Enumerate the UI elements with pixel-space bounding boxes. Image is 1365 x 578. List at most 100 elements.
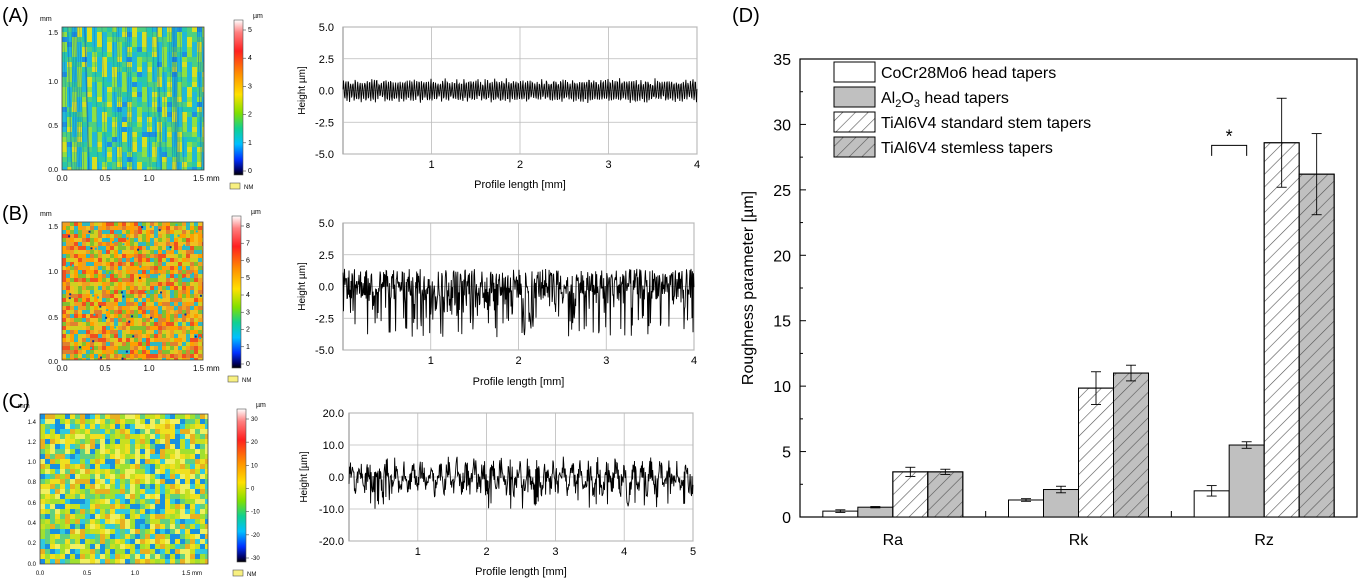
height-map-cell — [198, 350, 202, 354]
height-map-cell — [200, 509, 205, 514]
height-map-cell — [150, 306, 154, 310]
height-map-cell — [98, 294, 102, 298]
height-map-cell — [77, 117, 82, 122]
height-map-cell — [177, 117, 182, 122]
height-map-cell — [110, 459, 115, 464]
height-map-cell — [94, 238, 98, 242]
height-map-cell — [40, 539, 45, 544]
height-map-cell — [132, 77, 137, 82]
height-map-cell — [142, 122, 147, 127]
height-map-cell — [140, 429, 145, 434]
height-map-cell — [98, 234, 102, 238]
height-map-cell — [66, 278, 70, 282]
height-map-cell — [202, 278, 203, 282]
height-map-cell — [134, 238, 138, 242]
height-map-cell — [102, 250, 106, 254]
height-map-cell — [77, 147, 82, 152]
height-map-streak — [156, 27, 161, 170]
height-map-cell — [134, 326, 138, 330]
height-map-cell — [147, 52, 152, 57]
height-map-cell — [70, 484, 75, 489]
height-map-cell — [98, 346, 102, 350]
height-map-cell — [65, 519, 70, 524]
height-map-cell — [92, 112, 97, 117]
height-map-cell — [190, 544, 195, 549]
height-map-cell — [102, 77, 107, 82]
height-map-cell — [125, 439, 130, 444]
height-map-cell — [50, 489, 55, 494]
height-map-pit — [149, 225, 152, 228]
height-map-cell — [62, 238, 66, 242]
height-map-cell — [162, 282, 166, 286]
height-map-cell — [126, 294, 130, 298]
height-map-cell — [105, 449, 110, 454]
height-map-cell — [170, 489, 175, 494]
height-map-cell — [45, 424, 50, 429]
height-map-cell — [186, 262, 190, 266]
height-map-cell — [162, 298, 166, 302]
height-map-cell — [180, 429, 185, 434]
height-map-cell — [75, 534, 80, 539]
height-map-streak — [63, 27, 68, 170]
height-map-cell — [98, 270, 102, 274]
height-map-cell — [146, 274, 150, 278]
height-map-cell — [102, 42, 107, 47]
height-map-cell — [90, 270, 94, 274]
height-map-cell — [102, 142, 107, 147]
height-map-cell — [40, 504, 45, 509]
height-map-cell — [87, 92, 92, 97]
colorbar-unit-label: µm — [256, 402, 266, 409]
height-map-cell — [102, 92, 107, 97]
height-map-cell — [127, 142, 132, 147]
height-map-cell — [190, 454, 195, 459]
height-map-cell — [180, 459, 185, 464]
height-map-cell — [158, 302, 162, 306]
height-map-cell — [78, 274, 82, 278]
height-map-cell — [147, 42, 152, 47]
height-map-cell — [82, 67, 87, 72]
height-map-cell — [90, 459, 95, 464]
height-map-cell — [197, 52, 202, 57]
height-map-cell — [155, 469, 160, 474]
height-map-cell — [120, 534, 125, 539]
height-map-cell — [200, 504, 205, 509]
height-map-cell — [202, 246, 203, 250]
height-map-cell — [97, 117, 102, 122]
height-map-cell — [90, 258, 94, 262]
height-map-cell — [122, 127, 127, 132]
height-map-cell — [55, 449, 60, 454]
height-map-cell — [86, 282, 90, 286]
height-map-cell — [186, 298, 190, 302]
height-map-cell — [95, 419, 100, 424]
height-map-cell — [45, 534, 50, 539]
height-map-cell — [80, 519, 85, 524]
height-map-cell — [110, 286, 114, 290]
height-map-cell — [154, 314, 158, 318]
height-map-cell — [110, 559, 115, 564]
height-map-cell — [167, 92, 172, 97]
height-map-cell — [107, 82, 112, 87]
height-map-cell — [146, 278, 150, 282]
height-map-cell — [90, 238, 94, 242]
height-map-cell — [107, 142, 112, 147]
height-map-cell — [98, 354, 102, 358]
height-map-pit — [144, 290, 147, 293]
height-map-cell — [102, 258, 106, 262]
height-map-cell — [166, 234, 170, 238]
height-map-cell — [190, 419, 195, 424]
height-map-cell — [175, 524, 180, 529]
height-map-cell — [160, 489, 165, 494]
height-map-pit — [146, 346, 149, 349]
height-map-cell — [92, 52, 97, 57]
height-map-cell — [62, 77, 67, 82]
height-map-cell — [150, 238, 154, 242]
height-map-cell — [126, 238, 130, 242]
height-map-cell — [82, 354, 86, 358]
height-map-cell — [82, 127, 87, 132]
height-map-cell — [62, 246, 66, 250]
height-map-cell — [94, 226, 98, 230]
height-map-pit — [199, 294, 202, 297]
height-map-cell — [65, 479, 70, 484]
height-map-cell — [190, 519, 195, 524]
